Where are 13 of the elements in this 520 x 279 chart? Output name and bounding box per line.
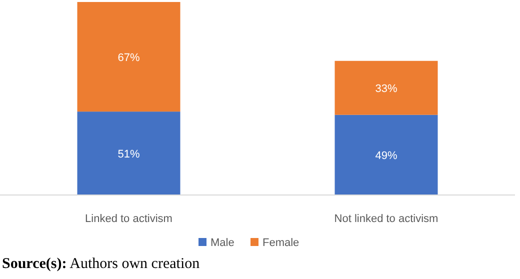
x-tick-label: Not linked to activism xyxy=(334,213,438,225)
x-tick-label: Linked to activism xyxy=(85,213,172,225)
data-label: 51% xyxy=(118,148,140,160)
data-label: 33% xyxy=(375,82,398,95)
data-label: 49% xyxy=(375,150,398,162)
bar xyxy=(334,114,438,195)
legend-label: Female xyxy=(262,237,300,249)
bar xyxy=(77,112,180,195)
bar xyxy=(77,2,180,112)
data-label: 67% xyxy=(118,52,140,64)
bar xyxy=(334,60,438,115)
legend-label: Male xyxy=(210,237,234,249)
source-note: Source(s): Authors own creation xyxy=(2,256,200,272)
